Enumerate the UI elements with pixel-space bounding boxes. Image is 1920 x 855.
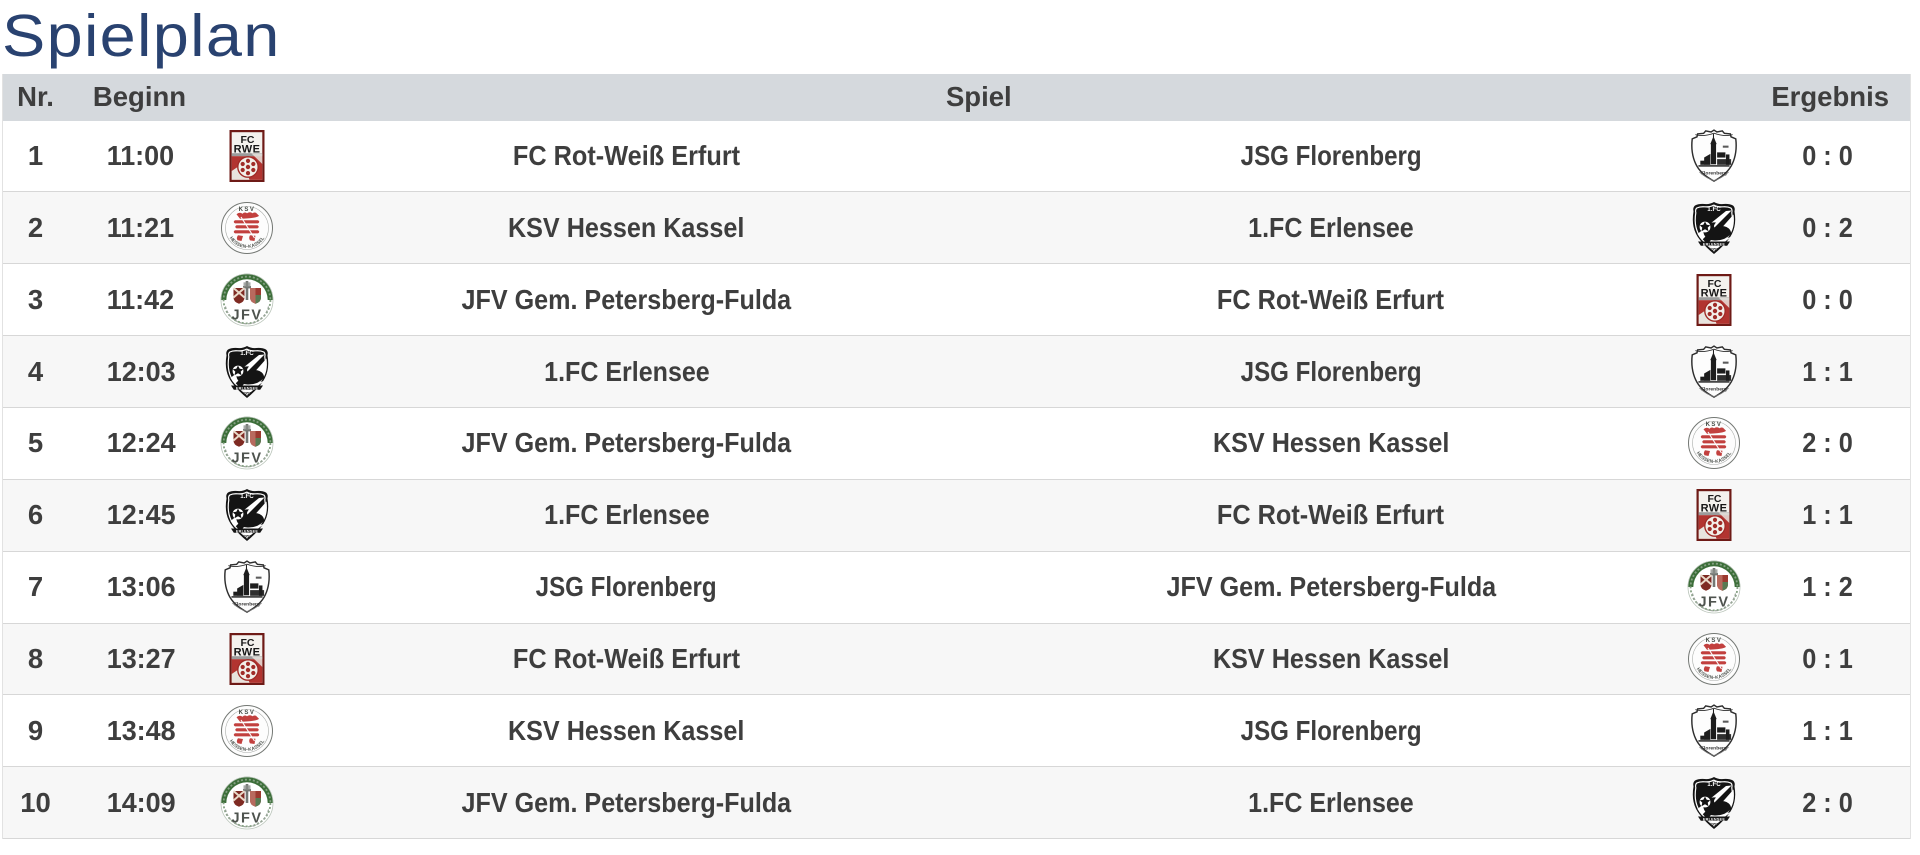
svg-text:Florenberg: Florenberg — [1701, 386, 1727, 392]
svg-text:FC: FC — [1708, 278, 1722, 290]
svg-text:FC: FC — [1708, 493, 1722, 505]
svg-text:Florenberg: Florenberg — [234, 602, 260, 608]
svg-text:1952: 1952 — [243, 391, 251, 395]
svg-text:ERLENSEE: ERLENSEE — [236, 530, 259, 534]
svg-text:Florenberg: Florenberg — [1701, 171, 1727, 177]
svg-text:FC: FC — [241, 637, 255, 649]
svg-text:ERLENSEE: ERLENSEE — [1703, 242, 1726, 246]
svg-text:1952: 1952 — [1710, 822, 1718, 826]
svg-text:RWE: RWE — [234, 144, 261, 156]
svg-text:ERLENSEE: ERLENSEE — [1703, 817, 1726, 821]
svg-text:JFV: JFV — [1698, 595, 1729, 611]
svg-text:RWE: RWE — [234, 647, 261, 659]
svg-text:1.FC: 1.FC — [1707, 781, 1721, 788]
svg-text:JFV: JFV — [231, 451, 262, 467]
svg-text:RWE: RWE — [1701, 287, 1728, 299]
svg-text:1.FC: 1.FC — [240, 493, 254, 500]
svg-text:RWE: RWE — [1701, 503, 1728, 515]
svg-text:KSV: KSV — [239, 207, 256, 213]
svg-text:FC: FC — [241, 134, 255, 146]
svg-text:KSV: KSV — [1706, 638, 1723, 644]
svg-text:JFV: JFV — [231, 307, 262, 323]
svg-text:1.FC: 1.FC — [240, 350, 254, 357]
svg-text:KSV: KSV — [1706, 422, 1723, 428]
svg-text:ERLENSEE: ERLENSEE — [236, 386, 259, 390]
svg-text:Florenberg: Florenberg — [1701, 745, 1727, 751]
svg-text:JFV: JFV — [231, 810, 262, 826]
svg-text:1952: 1952 — [1710, 247, 1718, 251]
svg-text:1.FC: 1.FC — [1707, 206, 1721, 213]
svg-text:KSV: KSV — [239, 710, 256, 716]
svg-text:1952: 1952 — [243, 535, 251, 539]
